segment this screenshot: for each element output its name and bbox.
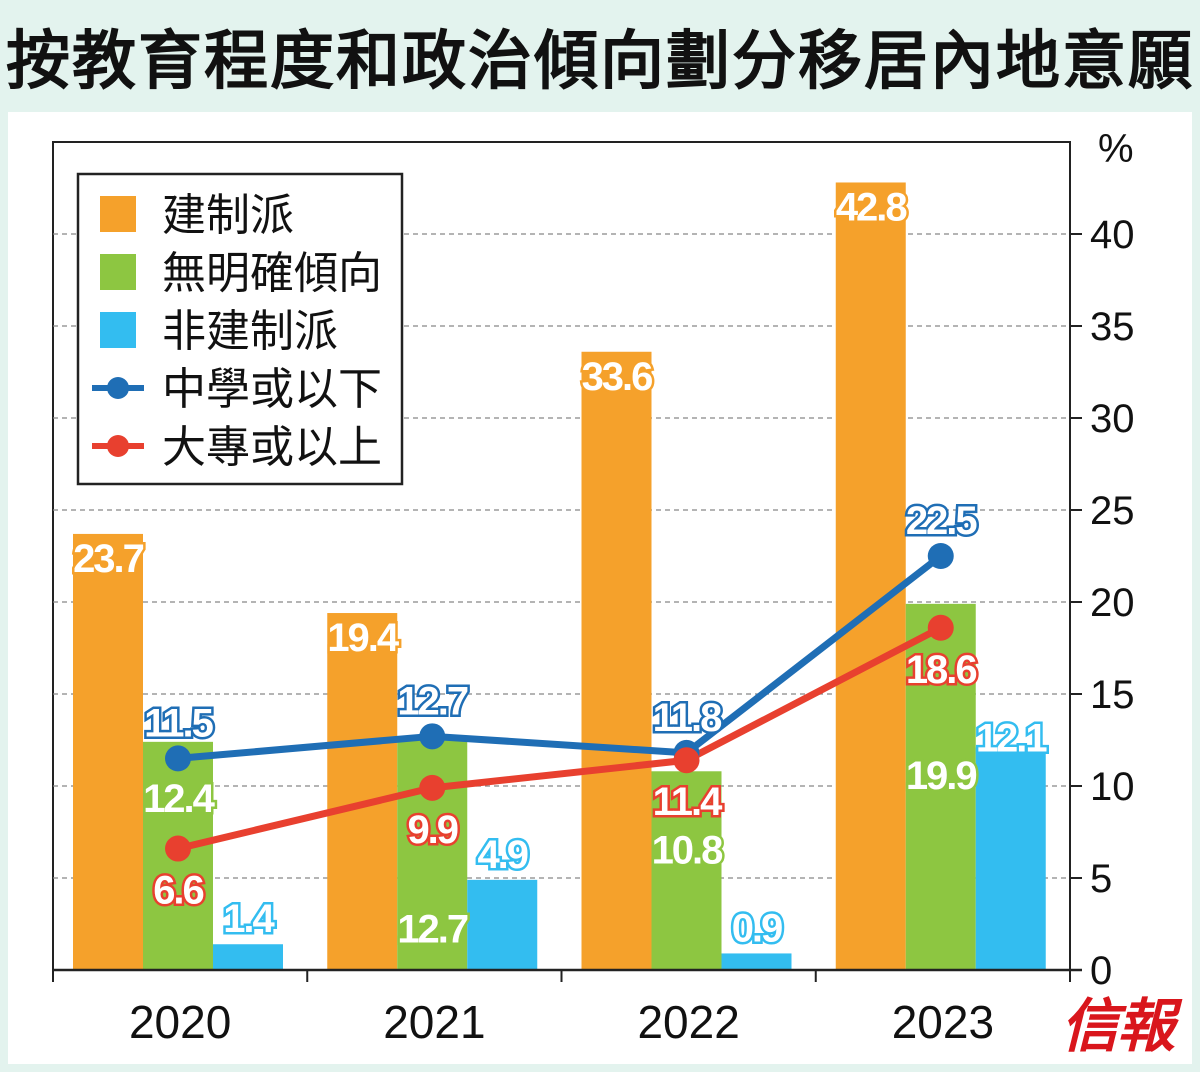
line-point — [673, 747, 700, 774]
bar-value-label: 19.4 — [327, 616, 400, 660]
legend-swatch — [100, 196, 136, 232]
line-value-label: 6.6 — [153, 869, 203, 913]
bar — [581, 351, 652, 970]
y-axis-unit: % — [1098, 127, 1134, 171]
y-tick-label: 15 — [1090, 673, 1135, 717]
plot-frame — [52, 141, 1071, 970]
bar — [467, 879, 538, 970]
line-point — [165, 835, 191, 862]
bar-value-label: 12.1 — [976, 716, 1048, 760]
legend-swatch — [100, 312, 136, 348]
legend-swatch — [100, 254, 136, 290]
bar-value-label: 4.9 — [477, 833, 527, 877]
legend-label: 大專或以上 — [162, 422, 382, 473]
bar — [721, 953, 792, 970]
bar-value-label: 33.6 — [582, 355, 653, 399]
y-tick-label: 20 — [1090, 581, 1135, 625]
y-tick-label: 30 — [1090, 397, 1135, 441]
legend-label: 中學或以下 — [162, 364, 382, 415]
publisher-logo: 信報 — [1060, 992, 1175, 1060]
bar-value-label: 12.7 — [397, 907, 468, 951]
line-value-label: 11.4 — [653, 780, 723, 824]
line-value-label: 12.7 — [397, 679, 468, 723]
bar — [975, 747, 1046, 970]
bar — [835, 182, 906, 971]
y-tick-label: 0 — [1090, 949, 1112, 993]
legend-marker — [107, 377, 129, 399]
bar-value-label: 10.8 — [652, 828, 724, 872]
chart-svg: 0 5 10 15 20 25 30 35 40% 2020 2021 2022 2023 23.7 19.… — [52, 127, 1135, 1048]
x-tick-label: 2020 — [129, 996, 231, 1048]
line-value-label: 11.8 — [653, 696, 722, 740]
y-tick-label: 10 — [1090, 765, 1135, 809]
y-tick-label: 35 — [1090, 305, 1135, 349]
bar-value-label: 23.7 — [73, 537, 144, 581]
bar — [651, 771, 722, 970]
bar — [327, 613, 398, 970]
line-point — [165, 745, 191, 772]
bar-value-label: 19.9 — [906, 754, 977, 798]
line-point — [927, 543, 954, 569]
line-value-label: 9.9 — [407, 808, 457, 852]
legend-label: 非建制派 — [162, 306, 338, 357]
line-value-label: 18.6 — [906, 648, 977, 692]
x-tick-label: 2022 — [637, 996, 739, 1048]
bar-value-label: 1.4 — [223, 897, 275, 941]
series-line — [177, 624, 943, 852]
line-point — [419, 723, 446, 750]
series-line — [177, 553, 943, 762]
line-value-label: 22.5 — [906, 499, 978, 543]
line-point — [419, 774, 446, 801]
line-point — [927, 614, 954, 641]
x-tick-label: 2021 — [383, 996, 485, 1048]
bar-value-label: 42.8 — [836, 185, 908, 229]
bar-value-label: 12.4 — [143, 777, 216, 821]
y-tick-label: 5 — [1090, 857, 1112, 901]
chart-title: 按教育程度和政治傾向劃分移居內地意願 — [6, 25, 1194, 99]
bar — [905, 603, 976, 970]
legend-marker — [107, 435, 129, 457]
bar — [213, 944, 283, 970]
y-tick-label: 40 — [1090, 213, 1135, 257]
legend-label: 建制派 — [162, 190, 294, 241]
legend-label: 無明確傾向 — [162, 248, 382, 299]
line-value-label: 11.5 — [144, 701, 213, 745]
chart-panel: 0 5 10 15 20 25 30 35 40% 2020 2021 2022 2023 23.7 19.… — [8, 112, 1192, 1064]
x-tick-label: 2023 — [892, 996, 994, 1048]
y-tick-label: 25 — [1090, 489, 1135, 533]
bar-value-label: 0.9 — [732, 906, 782, 950]
bar — [73, 533, 143, 970]
